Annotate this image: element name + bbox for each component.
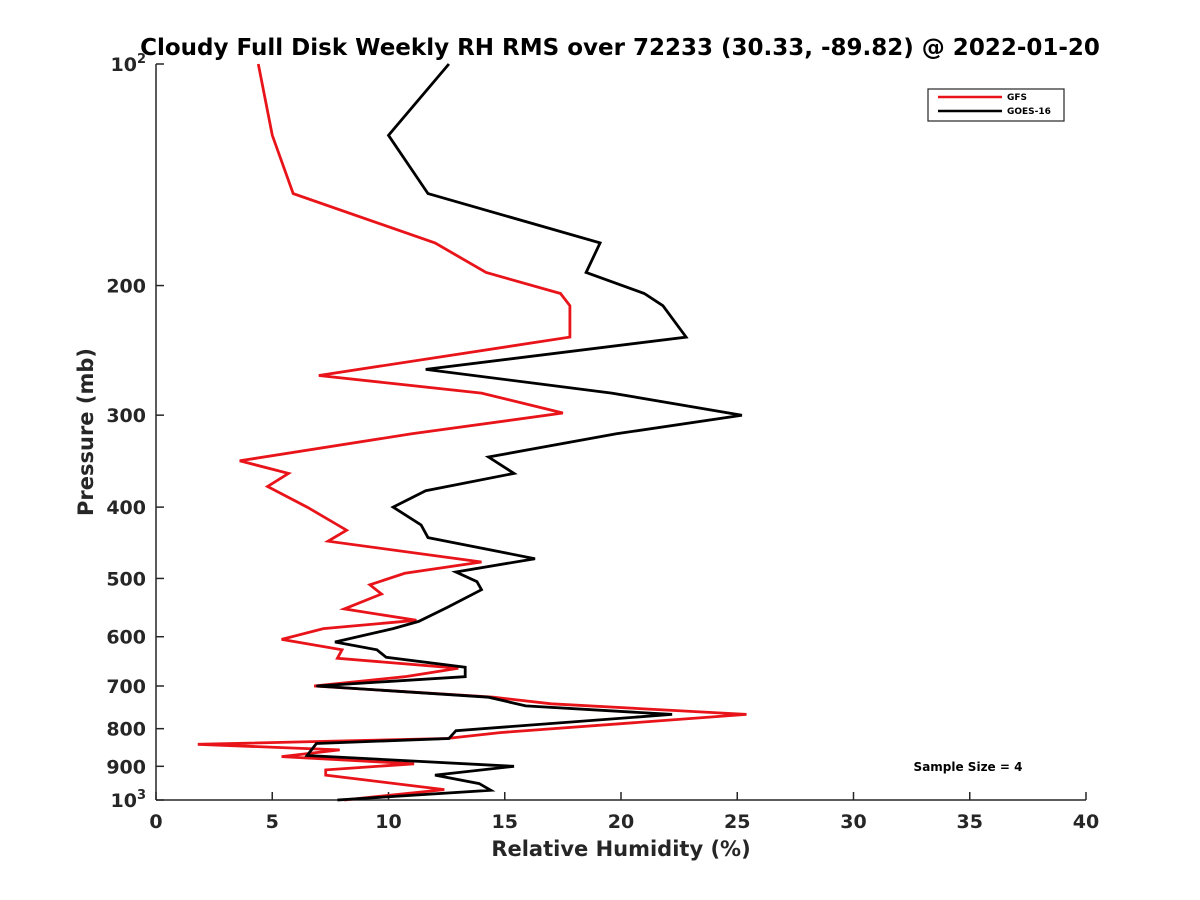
x-ticks: 0 5 10 15 20 25 30 35 40 [149, 792, 1099, 833]
series-line-goes16 [304, 63, 743, 802]
y-tick-label: 800 [106, 719, 146, 741]
x-tick-label: 25 [724, 811, 750, 833]
y-tick-label: 102 [111, 52, 147, 76]
y-tick-label: 700 [106, 676, 146, 698]
legend: GFS GOES-16 [927, 88, 1065, 122]
x-tick-label: 30 [840, 811, 866, 833]
x-tick-label: 10 [375, 811, 401, 833]
legend-box [927, 88, 1065, 122]
chart-title: Cloudy Full Disk Weekly RH RMS over 7223… [140, 35, 1100, 61]
legend-label-gfs: GFS [1007, 93, 1027, 103]
series-group [197, 63, 747, 802]
y-axis-label: Pressure (mb) [74, 348, 98, 516]
sample-size-annotation: Sample Size = 4 [914, 760, 1023, 774]
x-tick-label: 0 [149, 811, 162, 833]
y-tick-label: 500 [106, 568, 146, 590]
y-tick-label: 600 [106, 627, 146, 649]
y-tick-label: 103 [111, 788, 147, 812]
x-axis-label: Relative Humidity (%) [491, 837, 750, 861]
y-tick-label: 200 [106, 276, 146, 298]
x-tick-label: 5 [266, 811, 279, 833]
y-tick-label: 400 [106, 497, 146, 519]
x-tick-label: 20 [608, 811, 634, 833]
y-tick-label: 900 [106, 756, 146, 778]
legend-label-goes16: GOES-16 [1007, 107, 1051, 117]
x-tick-label: 40 [1073, 811, 1099, 833]
x-tick-label: 15 [492, 811, 518, 833]
y-tick-label: 300 [106, 405, 146, 427]
y-ticks: 102 200 300 400 500 600 700 800 900 103 [106, 52, 164, 812]
series-line-gfs [197, 63, 747, 802]
x-tick-label: 35 [957, 811, 983, 833]
